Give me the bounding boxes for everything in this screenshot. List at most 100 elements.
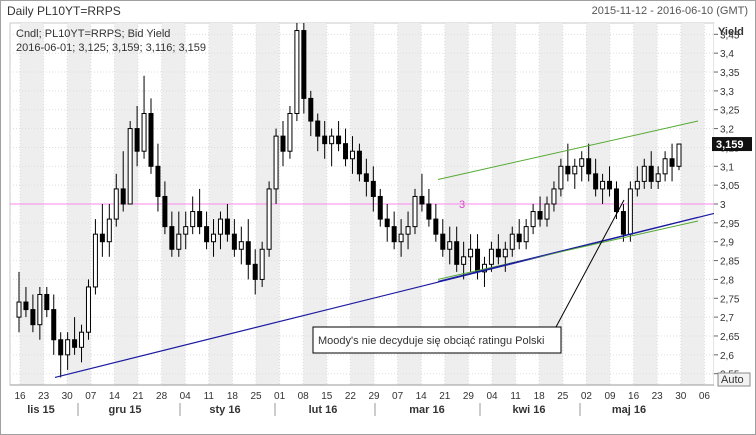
candle — [190, 196, 196, 235]
x-tick-label: 11 — [204, 391, 215, 402]
y-tick-label: 3,45 — [720, 30, 740, 41]
candle — [92, 219, 98, 295]
x-tick-label: 08 — [298, 391, 310, 402]
x-month-label: kwi 16 — [512, 404, 545, 416]
candle — [544, 196, 550, 227]
x-month-label: gru 15 — [108, 404, 141, 416]
candle — [37, 286, 43, 340]
candle — [183, 211, 189, 250]
chart-title: Daily PL10YT=RRPS — [7, 4, 121, 18]
candle — [516, 219, 522, 250]
candle — [447, 226, 453, 265]
candle — [551, 181, 557, 212]
candle — [273, 128, 279, 204]
channel-line-lower[interactable] — [437, 220, 699, 280]
candle — [16, 271, 22, 333]
candle — [266, 181, 272, 257]
candle — [593, 158, 599, 197]
y-tick-label: 2,6 — [720, 351, 734, 362]
channel-line-upper[interactable] — [437, 120, 699, 180]
candle — [336, 121, 342, 152]
x-tick-label: 21 — [439, 391, 451, 402]
candle — [294, 23, 300, 122]
x-tick-label: 02 — [581, 391, 593, 402]
candle — [169, 211, 175, 257]
x-tick-label: 04 — [180, 391, 192, 402]
candle — [648, 151, 654, 189]
x-month-label: sty 16 — [209, 404, 240, 416]
candle — [308, 90, 314, 137]
candle — [370, 166, 376, 212]
x-tick-label: 14 — [416, 391, 428, 402]
candle — [669, 143, 675, 182]
candle — [51, 294, 57, 355]
candle — [252, 249, 258, 295]
candle — [676, 143, 682, 171]
candle — [238, 226, 244, 265]
candle — [343, 128, 349, 167]
last-value-label: 3,159 — [716, 139, 744, 151]
x-tick-label: 16 — [14, 391, 26, 402]
x-tick-label: 15 — [321, 391, 333, 402]
y-tick-label: 2,7 — [720, 313, 734, 324]
x-month-label: maj 16 — [612, 404, 646, 416]
x-tick-label: 18 — [534, 391, 546, 402]
x-tick-label: 29 — [463, 391, 475, 402]
auto-button[interactable] — [717, 372, 751, 387]
candle — [259, 241, 265, 287]
legend-line-1: Cndl; PL10YT=RRPS; Bid Yield — [16, 28, 170, 40]
candle — [204, 211, 210, 250]
last-value-badge — [712, 137, 752, 152]
candle — [412, 188, 418, 235]
candle — [211, 219, 217, 257]
x-month-label: lis 15 — [27, 404, 55, 416]
candle — [148, 98, 154, 174]
x-tick-label: 09 — [604, 391, 616, 402]
x-tick-label: 29 — [368, 391, 380, 402]
annotation-pointer — [555, 199, 625, 328]
candle — [134, 105, 140, 167]
candle — [468, 234, 474, 272]
x-tick-label: 30 — [62, 391, 74, 402]
candle — [120, 151, 126, 212]
candle — [113, 173, 119, 227]
x-tick-label: 14 — [109, 391, 121, 402]
candle — [495, 234, 501, 265]
y-tick-label: 2,9 — [720, 238, 734, 249]
candle — [586, 143, 592, 182]
candle — [426, 188, 432, 227]
annotation-box[interactable] — [312, 326, 562, 354]
candle — [30, 294, 36, 333]
legend-line-2: 2016-06-01; 3,125; 3,159; 3,116; 3,159 — [16, 42, 206, 54]
y-tick-label: 3,2 — [720, 125, 734, 136]
candle — [523, 219, 529, 250]
x-tick-label: 23 — [38, 391, 50, 402]
candle — [301, 23, 307, 114]
candle — [655, 166, 661, 189]
x-tick-label: 25 — [250, 391, 262, 402]
x-tick-label: 04 — [486, 391, 498, 402]
channel-line-mid[interactable] — [437, 216, 699, 282]
x-tick-label: 30 — [675, 391, 687, 402]
x-tick-label: 23 — [652, 391, 664, 402]
x-axis-months: lis 15 gru 15 sty 16 lut 16 mar 16 kwi 16 maj … — [10, 384, 714, 416]
y-tick-label: 2,75 — [720, 294, 740, 305]
candle — [106, 204, 112, 257]
y-tick-label: 3,3 — [720, 87, 734, 98]
candle — [377, 188, 383, 227]
y-tick-label: 2,85 — [720, 257, 740, 268]
candle — [99, 204, 105, 257]
candle — [662, 151, 668, 182]
candle — [329, 128, 335, 167]
x-tick-label: 22 — [345, 391, 357, 402]
candle — [141, 75, 147, 159]
y-tick-label: 3,4 — [720, 49, 734, 60]
candle — [405, 211, 411, 250]
candle — [162, 181, 168, 235]
x-tick-label: 01 — [274, 391, 286, 402]
x-tick-label: 11 — [510, 391, 521, 402]
x-month-label: mar 16 — [409, 404, 444, 416]
annotation-text: Moody's nie decyduje się obciąć ratingu … — [318, 335, 545, 347]
candle — [197, 188, 203, 235]
